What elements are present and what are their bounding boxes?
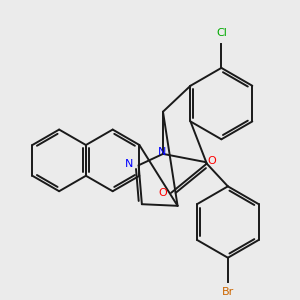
Text: N: N: [125, 159, 134, 169]
Text: Br: Br: [222, 287, 234, 297]
Text: N: N: [158, 147, 166, 158]
Text: O: O: [158, 188, 167, 198]
Text: Cl: Cl: [216, 28, 227, 38]
Text: O: O: [208, 156, 216, 167]
